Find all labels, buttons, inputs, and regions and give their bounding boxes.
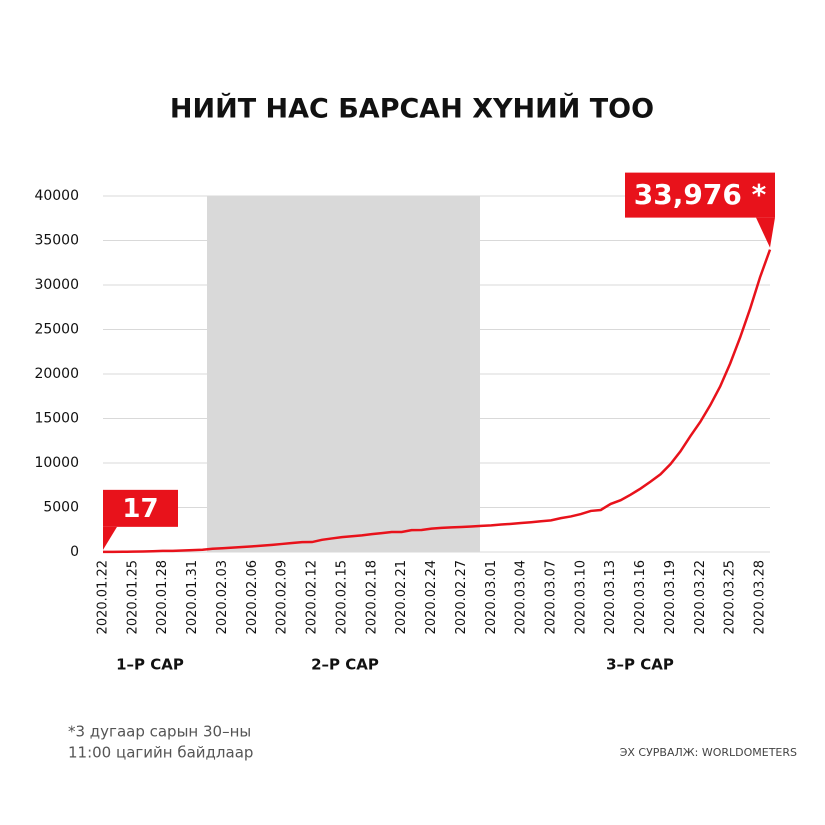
label-box (625, 172, 775, 218)
chart-title: НИЙТ НАС БАРСАН ХҮНИЙ ТОО (170, 93, 654, 125)
label-pointer (103, 526, 117, 550)
x-tick-label: 2020.02.27 (454, 560, 469, 634)
x-tick-label: 2020.03.25 (723, 560, 738, 634)
x-tick-label: 2020.01.28 (155, 560, 170, 634)
y-tick-label: 15000 (34, 411, 79, 427)
footnote: 11:00 цагийн байдлаар (68, 744, 253, 762)
x-tick-label: 2020.03.07 (543, 560, 558, 634)
x-tick-label: 2020.03.28 (753, 560, 768, 634)
y-tick-label: 25000 (34, 322, 79, 338)
x-tick-label: 2020.03.19 (663, 560, 678, 634)
x-tick-label: 2020.01.31 (185, 560, 200, 634)
month-label: 2–Р САР (311, 656, 379, 674)
x-tick-label: 2020.01.25 (125, 560, 140, 634)
y-tick-label: 30000 (34, 277, 79, 293)
line (102, 249, 772, 554)
label-box (103, 489, 178, 527)
month-label: 3–Р САР (606, 656, 674, 674)
y-tick-label: 10000 (34, 455, 79, 471)
x-tick-label: 2020.03.04 (514, 560, 529, 634)
x-tick-label: 2020.02.21 (394, 560, 409, 634)
x-tick-label: 2020.03.22 (693, 560, 708, 634)
y-tick-label: 0 (70, 544, 79, 560)
y-tick-label: 5000 (43, 500, 79, 516)
y-tick-label: 35000 (34, 233, 79, 249)
y-tick-label: 40000 (34, 188, 79, 204)
x-tick-label: 2020.02.12 (305, 560, 320, 634)
source: ЭХ СУРВАЛЖ: WORLDOMETERS (620, 746, 797, 759)
value-label: 17 (122, 494, 158, 524)
footnote: *3 дугаар сарын 30–ны (68, 723, 251, 741)
x-tick-label: 2020.03.13 (603, 560, 618, 634)
x-tick-label: 2020.02.24 (424, 560, 439, 634)
month-label: 1–Р САР (116, 656, 184, 674)
x-tick-label: 2020.02.15 (334, 560, 349, 634)
value-label: 33,976 * (634, 178, 767, 211)
x-tick-label: 2020.03.01 (484, 560, 499, 634)
x-tick-label: 2020.03.10 (573, 560, 588, 634)
y-tick-label: 20000 (34, 366, 79, 382)
label-pointer (756, 217, 775, 248)
x-tick-label: 2020.02.09 (275, 560, 290, 634)
x-tick-label: 2020.01.22 (96, 560, 111, 634)
x-tick-label: 2020.03.16 (633, 560, 648, 634)
x-tick-label: 2020.02.18 (364, 560, 379, 634)
x-tick-label: 2020.02.03 (215, 560, 230, 634)
x-tick-label: 2020.02.06 (245, 560, 260, 634)
